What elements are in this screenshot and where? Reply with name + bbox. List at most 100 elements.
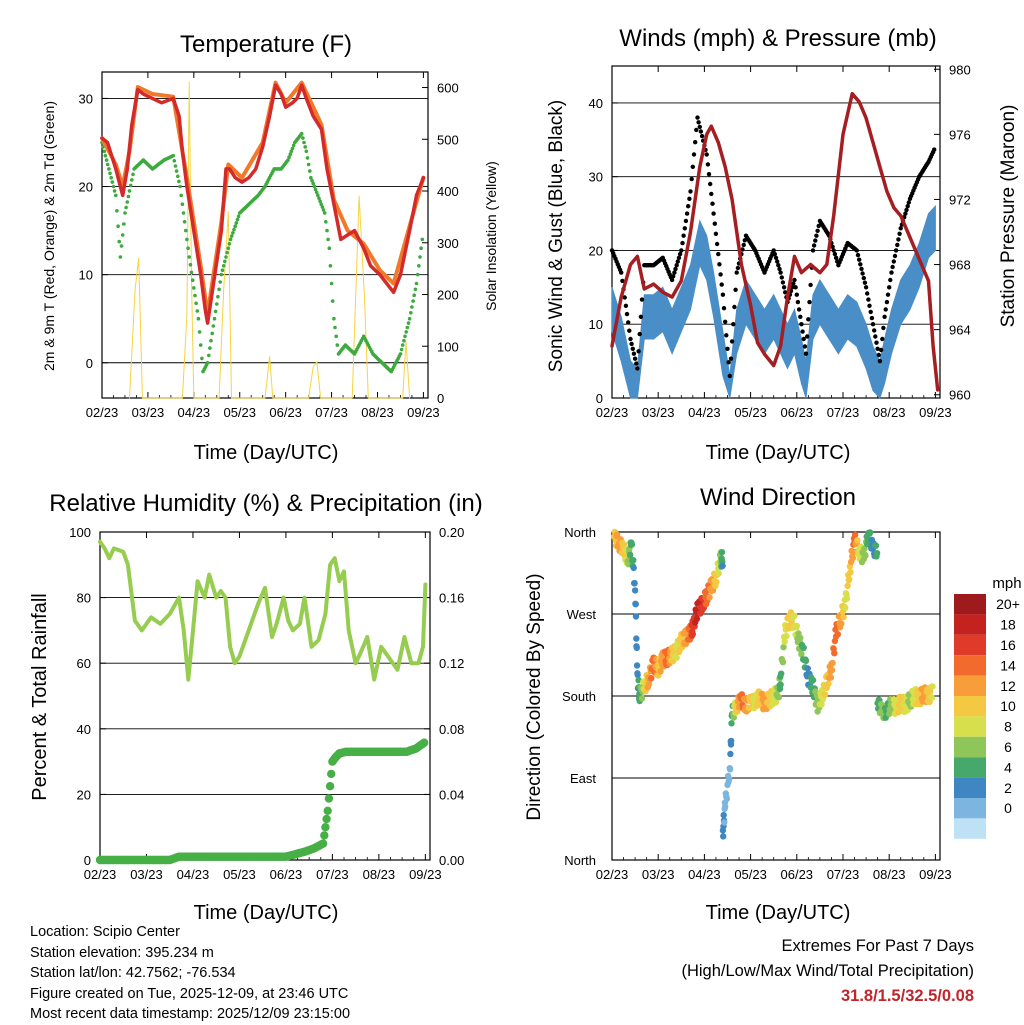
dewpoint-point xyxy=(213,309,218,314)
dewpoint-point xyxy=(288,152,293,156)
legend-unit: mph xyxy=(992,575,1021,592)
gust-point xyxy=(777,266,782,272)
direction-point xyxy=(721,819,728,826)
dewpoint-point xyxy=(231,231,235,235)
gust-point xyxy=(741,242,746,248)
extremes-title: Extremes For Past 7 Days xyxy=(781,937,974,955)
gust-point xyxy=(877,358,883,364)
latlon-text: Station lat/lon: 42.7562; -76.534 xyxy=(30,965,236,981)
legend-swatch xyxy=(954,757,986,778)
dewpoint-point xyxy=(232,227,236,232)
direction-point xyxy=(828,666,836,674)
dewpoint-point xyxy=(311,181,316,186)
gust-point xyxy=(781,285,787,290)
gust-point xyxy=(860,271,865,276)
gust-point xyxy=(862,280,868,285)
winds-ylabel-right: Station Pressure (Maroon) xyxy=(998,105,1019,328)
winds-x-tick-label: 06/23 xyxy=(781,405,814,420)
direction-point xyxy=(798,651,805,658)
gust-point xyxy=(816,223,821,229)
gust-point xyxy=(719,282,724,287)
direction-point xyxy=(633,635,640,642)
dewpoint-point xyxy=(320,205,325,209)
humidity-ylabel-left: Percent & Total Rainfall xyxy=(29,593,51,801)
temperature-y-tick-label: 20 xyxy=(79,180,93,195)
winds-y2-tick-label: 976 xyxy=(949,127,971,142)
dewpoint-point xyxy=(226,246,231,250)
dewpoint-point xyxy=(420,237,425,242)
direction-point xyxy=(802,657,810,664)
gust-point xyxy=(718,272,723,277)
gust-point xyxy=(671,274,676,279)
gust-point xyxy=(687,196,692,201)
legend-label: 4 xyxy=(1004,759,1012,775)
rh-line xyxy=(98,539,428,682)
dewpoint-point xyxy=(221,264,226,268)
humidity-title: Relative Humidity (%) & Precipitation (i… xyxy=(49,490,482,517)
dewpoint-point xyxy=(197,330,202,334)
humidity-xlabel: Time (Day/UTC) xyxy=(194,902,339,924)
dewpoint-point xyxy=(184,228,188,233)
gust-point xyxy=(885,292,891,297)
gust-point xyxy=(776,263,781,268)
temperature-y-tick-label: 10 xyxy=(79,268,93,283)
humidity-x-tick-label: 03/23 xyxy=(130,867,163,882)
direction-point xyxy=(851,531,859,539)
gust-point xyxy=(815,228,820,233)
gust-point xyxy=(898,226,903,231)
gust-point xyxy=(728,356,734,361)
dewpoint-point xyxy=(407,316,412,321)
direction-point xyxy=(778,670,785,677)
temperature-x-tick-label: 02/23 xyxy=(86,405,119,420)
gust-point xyxy=(676,255,682,260)
direction-x-tick-label: 05/23 xyxy=(734,867,767,882)
gust-point xyxy=(875,346,880,351)
dewpoint-point xyxy=(180,202,185,206)
dewpoint-point xyxy=(330,299,335,303)
dewpoint-point xyxy=(116,224,120,228)
gust-point xyxy=(669,277,675,283)
gust-point xyxy=(858,262,863,267)
dewpoint-point xyxy=(306,162,311,167)
direction-point xyxy=(633,644,640,652)
dewpoint-point xyxy=(107,167,111,171)
dewpoint-point xyxy=(302,140,306,145)
gust-point xyxy=(859,266,864,272)
legend-swatch xyxy=(954,736,986,758)
dewpoint-point xyxy=(236,214,241,219)
dewpoint-point xyxy=(110,180,115,184)
gust-point xyxy=(724,333,729,338)
gust-point xyxy=(716,251,721,257)
dewpoint-point xyxy=(413,287,418,292)
direction-point xyxy=(821,691,829,698)
gust-point xyxy=(628,336,633,342)
direction-y-tick-label: West xyxy=(567,607,597,622)
direction-point xyxy=(847,569,854,576)
winds-y2-tick-label: 980 xyxy=(949,62,971,77)
gust-point xyxy=(690,164,695,169)
direction-point xyxy=(673,654,680,661)
direction-x-tick-label: 03/23 xyxy=(642,867,675,882)
direction-point xyxy=(818,701,825,708)
dewpoint-point xyxy=(321,208,326,212)
dewpoint-point xyxy=(211,324,216,328)
direction-point xyxy=(722,803,729,810)
humidity-panel: 0 20 40 60 80 100 0.00 0.04 0.08 0.12 0.16 0.20 02/2… xyxy=(69,525,464,882)
dewpoint-point xyxy=(332,316,336,321)
elevation-text: Station elevation: 395.234 m xyxy=(30,944,214,961)
gust-point xyxy=(723,319,728,324)
gust-point xyxy=(802,344,808,349)
direction-point xyxy=(706,594,713,601)
dewpoint-point xyxy=(415,272,420,277)
extremes-block: Extremes For Past 7 Days (High/Low/Max W… xyxy=(681,934,974,1009)
gust-point xyxy=(726,360,731,365)
dewpoint-point xyxy=(176,174,180,179)
gust-point xyxy=(622,295,627,300)
winds-x-tick-label: 08/23 xyxy=(873,405,906,420)
legend-swatch xyxy=(954,614,986,635)
winds-x-tick-label: 03/23 xyxy=(642,405,675,420)
dewpoint-point xyxy=(194,301,198,306)
dewpoint-point xyxy=(130,178,134,182)
legend-swatch xyxy=(954,818,986,839)
dewpoint-point xyxy=(406,321,411,325)
